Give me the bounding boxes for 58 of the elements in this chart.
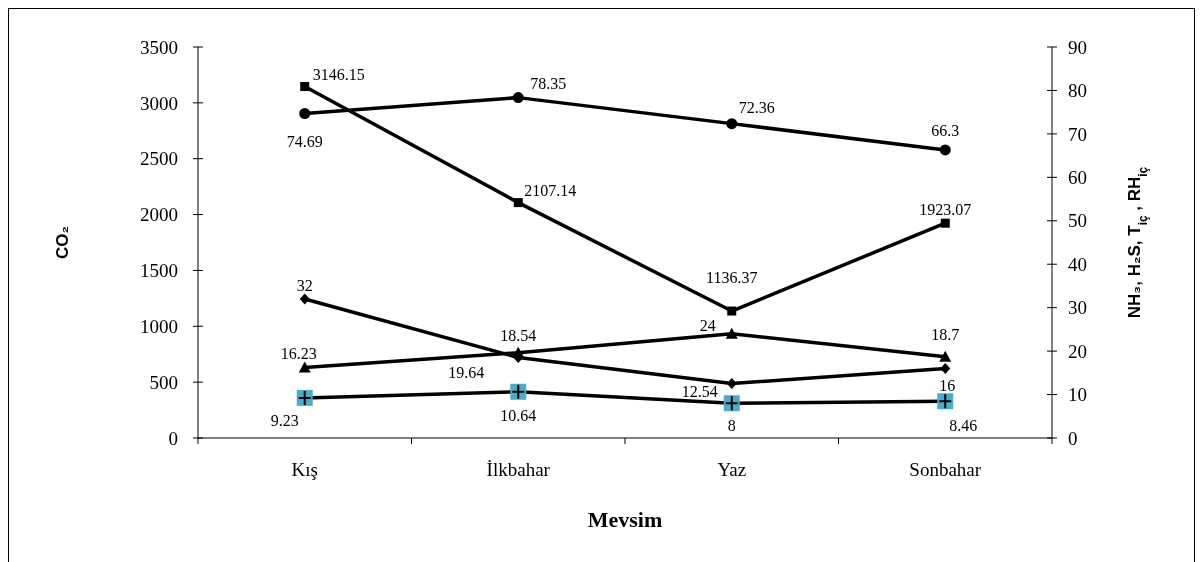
point [512,92,524,104]
y2-tick-label: 10 [1068,384,1087,406]
data-label: 8 [727,416,736,434]
point [725,327,738,339]
x-tick-label: İlkbahar [486,459,551,480]
data-label: 10.64 [500,407,537,425]
data-label: 16.23 [280,345,317,363]
x-tick-label: Yaz [717,459,747,480]
y2-tick-label: 80 [1068,80,1087,102]
data-label: 74.69 [286,133,323,151]
point [299,293,310,305]
data-label: 8.46 [949,416,978,434]
data-label: 3146.15 [312,66,365,84]
data-label: 12.54 [681,383,718,401]
data-label: 2107.14 [524,182,577,200]
y2-tick-label: 30 [1068,297,1087,319]
point [939,144,951,156]
data-label: 32 [296,276,313,294]
point [726,118,738,130]
y2-tick-label: 40 [1068,253,1087,275]
y2-tick-label: 90 [1068,36,1087,58]
point [298,361,311,373]
y2-tick-label: 50 [1068,210,1087,232]
point [940,362,951,374]
point [939,350,952,362]
y2-tick-label: 60 [1068,166,1087,188]
point [727,306,737,316]
data-label: 1136.37 [706,268,758,286]
y2-tick-label: 0 [1068,427,1078,449]
y2-tick-label: 70 [1068,123,1087,145]
data-label: 72.36 [738,99,775,117]
y-axis-title: CO₂ [53,225,72,260]
data-label: 18.7 [931,326,960,344]
data-label: 16 [939,377,956,395]
data-label: 9.23 [270,411,299,429]
point [513,198,523,208]
x-tick-label: Kış [291,459,318,480]
data-label: 78.35 [530,75,567,93]
y-tick-label: 3000 [140,92,178,114]
point [300,82,310,92]
data-label: 1923.07 [919,200,972,218]
data-label: 18.54 [500,327,537,345]
data-label: 66.3 [931,121,960,139]
y-tick-label: 0 [168,427,178,449]
point [940,218,950,228]
y-tick-label: 2500 [140,148,178,170]
x-tick-label: Sonbahar [909,459,982,480]
y-tick-label: 1500 [140,260,178,282]
y2-tick-label: 20 [1068,340,1087,362]
data-label: 24 [699,317,716,335]
y-tick-label: 500 [149,371,178,393]
y-tick-label: 1000 [140,315,178,337]
point [726,378,737,390]
data-label: 19.64 [448,364,485,382]
x-axis-title: Mevsim [587,507,663,532]
y-tick-label: 2000 [140,204,178,226]
y-tick-label: 3500 [140,36,178,58]
point [299,108,311,120]
